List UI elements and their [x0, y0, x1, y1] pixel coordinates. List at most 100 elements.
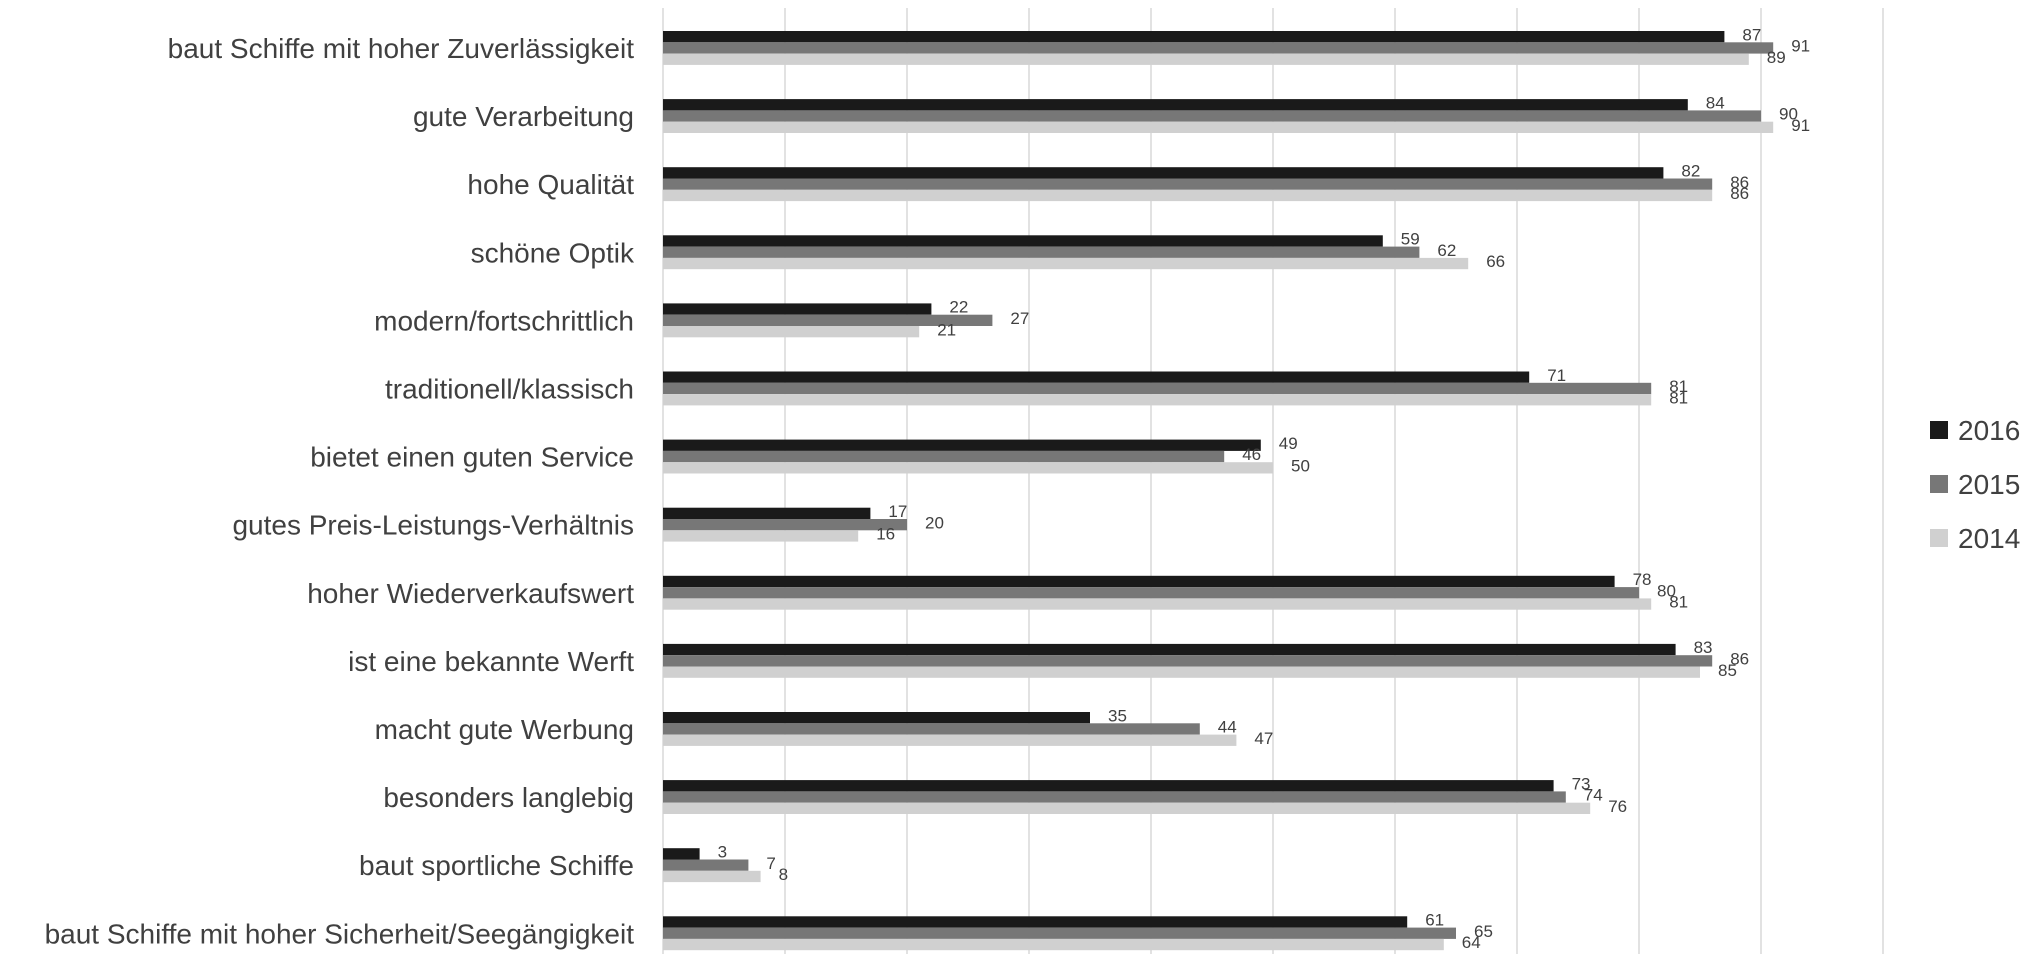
category-label: macht gute Werbung: [375, 714, 634, 745]
bar-2015: [663, 450, 1225, 463]
data-label-2014: 85: [1718, 661, 1737, 680]
category-label: bietet einen guten Service: [310, 442, 634, 473]
data-label-2015: 44: [1218, 718, 1237, 737]
bar-2016: [663, 303, 932, 315]
data-label-2014: 66: [1486, 252, 1505, 271]
data-label-2016: 17: [888, 502, 907, 521]
bar-2014: [663, 394, 1652, 406]
bars: [663, 31, 1774, 951]
data-label-2016: 59: [1401, 230, 1420, 249]
bar-2014: [663, 53, 1749, 65]
data-label-2015: 91: [1791, 37, 1810, 56]
bar-2015: [663, 927, 1456, 939]
data-label-2016: 22: [949, 298, 968, 317]
bar-2015: [663, 587, 1639, 599]
data-label-2016: 84: [1706, 93, 1725, 112]
bar-2015: [663, 519, 907, 531]
bar-2015: [663, 110, 1761, 122]
data-label-2016: 3: [718, 843, 727, 862]
data-label-2014: 16: [876, 525, 895, 544]
bar-2014: [663, 121, 1774, 133]
bar-2014: [663, 326, 920, 338]
bar-2015: [663, 859, 749, 871]
bar-2014: [663, 189, 1713, 202]
bar-2015: [663, 382, 1652, 395]
category-label: modern/fortschrittlich: [374, 305, 634, 336]
bar-2016: [663, 235, 1383, 247]
category-label: schöne Optik: [471, 237, 635, 268]
data-label-2015: 27: [1010, 309, 1029, 328]
bar-2016: [663, 439, 1261, 451]
category-label: baut Schiffe mit hoher Zuverlässigkeit: [168, 33, 635, 64]
data-label-2016: 49: [1279, 434, 1298, 453]
bar-2015: [663, 723, 1200, 735]
category-label: hoher Wiederverkaufswert: [307, 578, 634, 609]
data-label-2015: 7: [766, 854, 775, 873]
bar-2014: [663, 530, 859, 542]
bar-2014: [663, 257, 1469, 270]
legend-swatch-2015: [1930, 475, 1948, 493]
data-label-2014: 81: [1669, 388, 1688, 407]
data-label-2014: 64: [1462, 933, 1481, 952]
bar-2014: [663, 598, 1652, 610]
data-label-2014: 81: [1669, 593, 1688, 612]
bar-2016: [663, 848, 700, 860]
bar-2015: [663, 178, 1713, 190]
bar-2016: [663, 167, 1664, 179]
data-label-2016: 83: [1694, 638, 1713, 657]
category-label: gutes Preis-Leistungs-Verhältnis: [232, 510, 634, 541]
data-label-2014: 76: [1608, 797, 1627, 816]
bar-2016: [663, 916, 1408, 928]
grid-lines: [662, 8, 1884, 954]
data-label-2016: 35: [1108, 706, 1127, 725]
data-label-2016: 78: [1633, 570, 1652, 589]
data-label-2014: 91: [1791, 116, 1810, 135]
bar-2016: [663, 99, 1688, 111]
data-label-2015: 86: [1730, 173, 1749, 192]
category-label: gute Verarbeitung: [413, 101, 634, 132]
legend: 2016 2015 2014: [1930, 415, 2020, 554]
data-label-2015: 74: [1584, 786, 1603, 805]
category-label: baut sportliche Schiffe: [359, 850, 634, 881]
value-labels: 8791898490918286865962662227217181814946…: [718, 25, 1811, 952]
category-label: traditionell/klassisch: [385, 373, 634, 404]
bar-2014: [663, 734, 1237, 746]
legend-label-2014: 2014: [1958, 523, 2020, 554]
data-label-2016: 82: [1681, 162, 1700, 181]
data-label-2015: 81: [1669, 377, 1688, 396]
bar-2016: [663, 780, 1554, 792]
legend-label-2016: 2016: [1958, 415, 2020, 446]
category-label: hohe Qualität: [467, 169, 634, 200]
bar-2014: [663, 938, 1444, 951]
data-label-2014: 47: [1254, 729, 1273, 748]
data-label-2016: 87: [1742, 25, 1761, 44]
bar-2015: [663, 42, 1774, 54]
data-label-2015: 90: [1779, 105, 1798, 124]
data-label-2014: 8: [779, 865, 788, 884]
data-label-2015: 46: [1242, 445, 1261, 464]
bar-2015: [663, 314, 993, 326]
data-label-2014: 50: [1291, 457, 1310, 476]
legend-swatch-2016: [1930, 421, 1948, 439]
bar-2016: [663, 575, 1615, 588]
category-label: besonders langlebig: [383, 782, 634, 813]
data-label-2016: 61: [1425, 911, 1444, 930]
category-label: baut Schiffe mit hoher Sicherheit/Seegän…: [45, 918, 635, 949]
bar-2015: [663, 791, 1566, 803]
data-label-2016: 73: [1572, 774, 1591, 793]
bar-2016: [663, 712, 1090, 724]
data-label-2014: 86: [1730, 184, 1749, 203]
legend-swatch-2014: [1930, 529, 1948, 547]
bar-2015: [663, 655, 1713, 667]
bar-2016: [663, 371, 1530, 383]
category-label: ist eine bekannte Werft: [348, 646, 634, 677]
bar-2016: [663, 507, 871, 519]
bar-2014: [663, 802, 1591, 814]
bar-2015: [663, 246, 1420, 258]
category-labels: baut Schiffe mit hoher Zuverlässigkeit gu…: [45, 33, 635, 949]
bar-2014: [663, 666, 1700, 678]
data-label-2015: 86: [1730, 650, 1749, 669]
bar-2016: [663, 643, 1676, 656]
bar-2014: [663, 870, 761, 883]
